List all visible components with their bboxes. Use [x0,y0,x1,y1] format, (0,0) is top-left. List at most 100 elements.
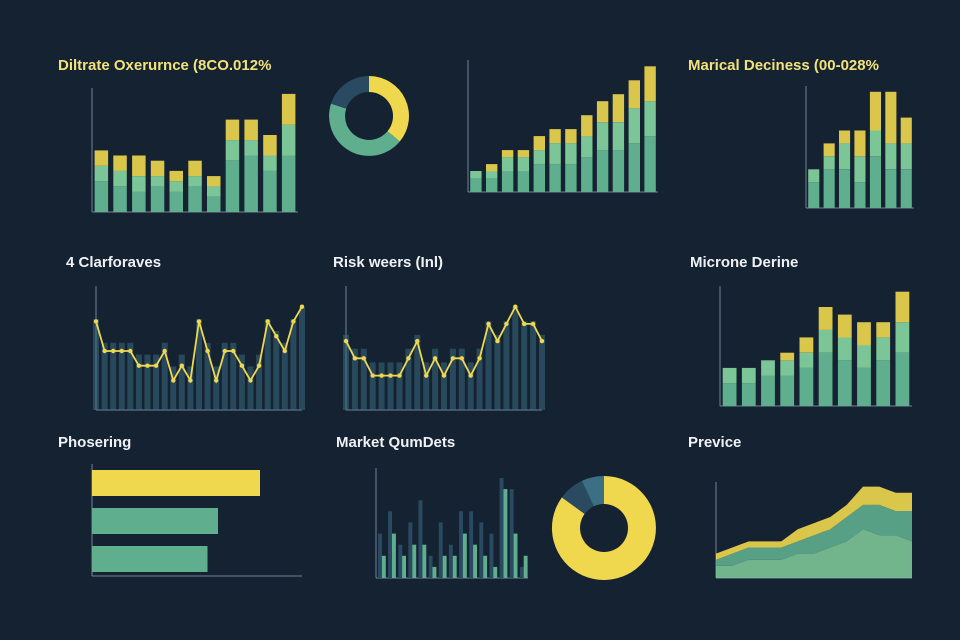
p9-bar-1-10 [483,555,488,578]
p1-bar-1-3 [150,176,165,187]
p5-bg-bar-23 [290,319,297,410]
p6-point-20 [522,321,527,327]
p6-point-3 [370,373,375,378]
p6-point-9 [424,373,429,378]
p5-point-5 [136,363,142,368]
p4-bar-1-5 [885,143,897,170]
p2-slice-0 [369,76,409,142]
p5-point-10 [179,363,184,368]
p5-bg-bar-3 [118,342,125,410]
p7-bar-2-5 [818,307,833,330]
p9-bar-0-13 [509,489,514,578]
p1-bar-2-9 [263,135,277,156]
p5-bg-bar-18 [247,366,254,410]
p1-bar-2-10 [281,93,296,125]
p7-bar-1-9 [895,322,910,353]
p7-bar-0-8 [876,360,891,406]
p7-bar-2-4 [799,337,814,353]
p2-slice-1 [329,103,400,156]
p7-bar-0-4 [799,367,814,406]
p6-bg-bar-5 [387,362,394,410]
p3-bar-1-4 [533,150,545,165]
p3-bar-2-1 [486,164,498,172]
p3-bar-1-10 [628,108,640,144]
p1-bar-1-2 [132,176,146,192]
panel-title-p7: Phosering [58,434,132,451]
p6-bg-bar-14 [467,362,474,410]
p3-bar-2-11 [644,66,656,102]
p7-bar-1-8 [876,337,891,361]
p1-bar-2-1 [113,155,127,171]
panel-title-p3: Marical Deciness (00-028% [688,57,879,74]
p5-bg-bar-20 [264,319,271,410]
p7-bar-2-3 [780,352,795,361]
p7-bar-1-1 [741,367,756,384]
p5-bg-bar-21 [273,331,280,410]
p6-bg-bar-20 [521,321,528,410]
p5-bg-bar-6 [144,354,151,410]
p5-bg-bar-4 [127,342,134,410]
p6-point-5 [388,373,393,378]
p3-bar-1-8 [596,122,609,151]
p1-bar-2-3 [150,160,165,177]
p5-point-2 [111,348,116,354]
p9-bar-1-4 [422,544,427,578]
p5-point-23 [291,319,296,324]
p4-bar-0-3 [854,182,866,208]
p6-bg-bar-9 [423,362,430,410]
p5-bg-bar-15 [221,342,228,410]
p6-point-18 [504,321,509,327]
p1-bar-0-1 [113,186,127,212]
p9-bar-0-12 [499,478,504,578]
p5-point-20 [265,319,270,324]
p1-bar-0-3 [150,186,165,212]
p1-bar-2-4 [169,170,183,182]
p5-point-13 [205,348,210,354]
p1-bar-2-7 [225,119,240,141]
p6-bg-bar-11 [441,362,447,410]
p7-bar-0-5 [818,352,833,406]
p6-bg-bar-16 [485,321,492,410]
p1-bar-1-9 [263,155,277,171]
p3-bar-0-4 [533,164,545,192]
p3-bar-1-3 [517,157,530,172]
p1-bar-1-5 [188,176,202,187]
p6-bg-bar-3 [369,362,376,410]
p9-bar-0-10 [479,522,484,578]
p1-bar-1-0 [94,165,109,182]
p3-bar-1-1 [486,171,498,178]
p1-bar-0-9 [263,170,277,212]
p3-bar-1-11 [644,101,656,137]
p3-bar-1-5 [549,143,561,165]
panel-title-p9: Previce [688,434,742,451]
p9-bar-1-2 [402,555,406,578]
p5-point-9 [171,378,176,383]
p6-point-13 [459,356,464,361]
p6-point-15 [477,356,482,361]
p6-point-11 [441,373,447,378]
p6-bg-bar-12 [449,348,456,410]
p9-bar-1-9 [473,544,477,578]
p7-bar-2-7 [857,322,871,346]
p6-bg-bar-0 [343,334,349,410]
p5-point-24 [299,304,305,309]
p1-bar-0-8 [244,155,258,212]
p7-bar-1-7 [857,345,871,368]
p6-bg-bar-1 [351,348,358,410]
p3-bar-2-9 [612,94,625,123]
panel-title-p4: 4 Clarforaves [66,254,162,271]
p5-point-3 [119,348,125,354]
p5-point-1 [102,348,107,354]
p9-bar-1-8 [462,533,467,578]
p9-bar-0-2 [398,544,403,578]
p6-bg-bar-10 [432,348,439,410]
p7-bar-2-9 [895,291,910,323]
p5-point-12 [196,319,202,324]
panel-title-p8: Market QumDets [336,434,456,451]
p5-bg-bar-12 [196,319,202,410]
p3-bar-0-10 [628,143,640,192]
p9-bar-1-5 [432,566,437,578]
p5-bg-bar-9 [170,366,177,410]
p7-bar-0-2 [761,375,775,406]
